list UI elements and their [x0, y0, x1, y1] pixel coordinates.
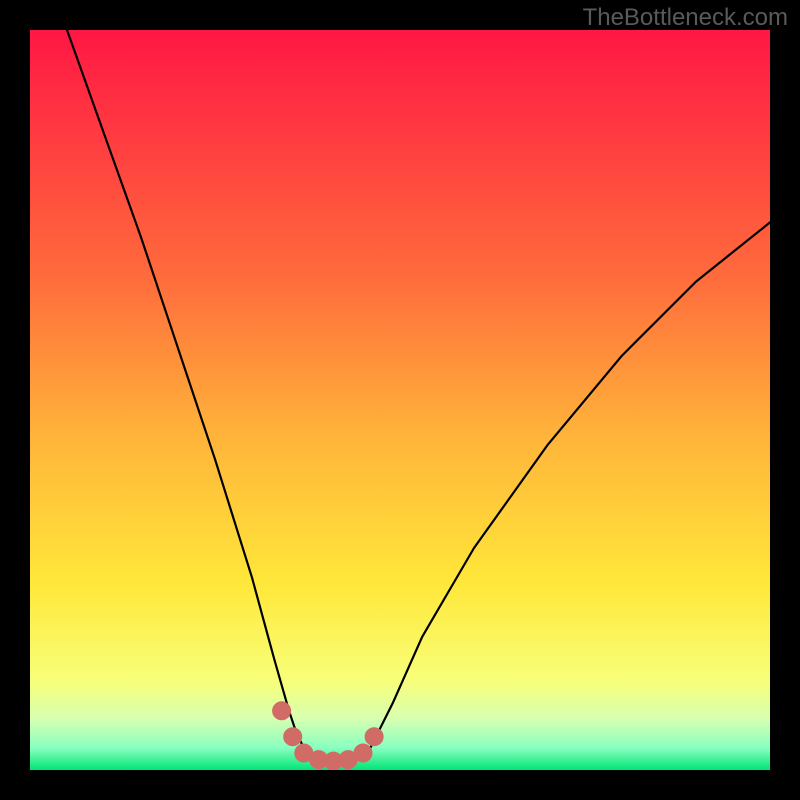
optimal-range-marker — [365, 728, 383, 746]
optimal-range-marker — [354, 744, 372, 762]
bottleneck-curve — [67, 30, 770, 761]
chart-frame: TheBottleneck.com — [0, 0, 800, 800]
watermark-text: TheBottleneck.com — [583, 4, 788, 32]
optimal-range-marker — [284, 728, 302, 746]
curve-layer — [0, 0, 800, 800]
optimal-range-marker — [273, 702, 291, 720]
